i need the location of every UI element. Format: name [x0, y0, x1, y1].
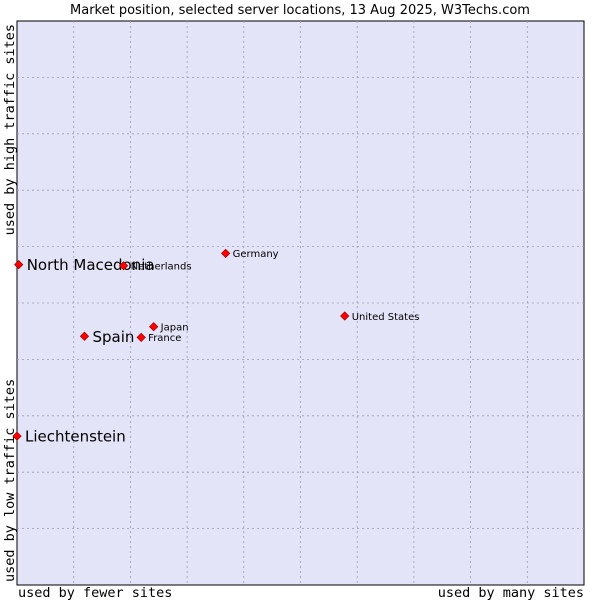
point-marker-north-macedonia — [14, 260, 24, 270]
point-marker-liechtenstein — [12, 431, 22, 441]
chart-title: Market position, selected server locatio… — [70, 3, 530, 18]
point-marker-japan — [149, 322, 159, 332]
point-label-france: France — [148, 333, 181, 344]
x-axis-label-many-sites: used by many sites — [438, 585, 584, 600]
point-marker-france — [136, 332, 146, 343]
point-label-spain: Spain — [92, 328, 134, 346]
point-label-north-macedonia: North Macedonia — [27, 256, 155, 274]
point-label-liechtenstein: Liechtenstein — [25, 428, 126, 446]
y-axis-label-high-traffic: used by high traffic sites — [2, 24, 18, 235]
point-label-japan: Japan — [160, 322, 189, 333]
grid-lines — [17, 21, 584, 585]
point-label-germany: Germany — [233, 249, 279, 260]
point-marker-germany — [221, 248, 231, 258]
point-label-united-states: United States — [352, 312, 420, 323]
point-marker-united-states — [340, 311, 350, 321]
point-label-netherlands: Netherlands — [131, 262, 192, 273]
x-axis-label-fewer-sites: used by fewer sites — [18, 585, 172, 600]
point-marker-netherlands — [118, 261, 129, 271]
point-marker-spain — [79, 331, 90, 341]
y-axis-label-low-traffic: used by low traffic sites — [2, 379, 18, 582]
